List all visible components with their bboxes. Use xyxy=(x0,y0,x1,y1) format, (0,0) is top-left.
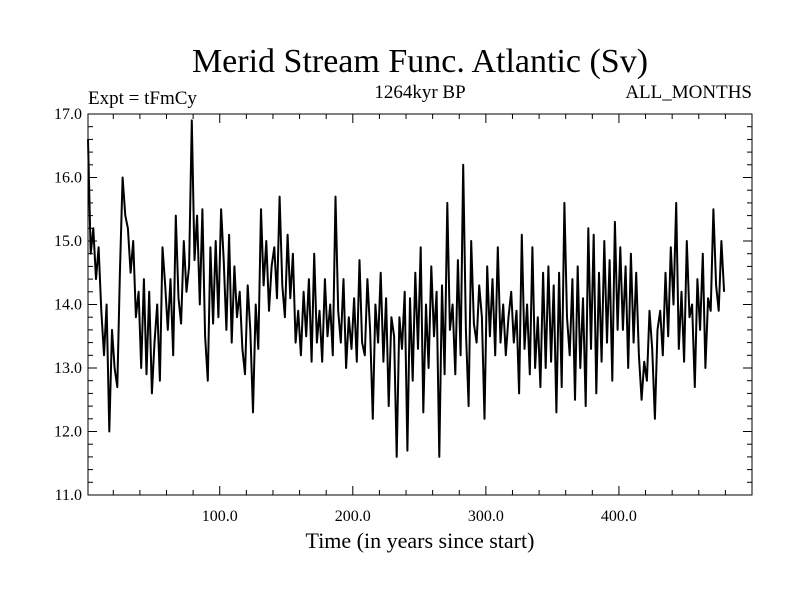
x-tick-label: 100.0 xyxy=(202,508,238,525)
x-axis-label: Time (in years since start) xyxy=(306,528,535,553)
y-tick-label: 16.0 xyxy=(54,170,82,187)
x-tick-label: 300.0 xyxy=(468,508,504,525)
y-tick-label: 14.0 xyxy=(54,297,82,314)
x-axis: 100.0 200.0 300.0 400.0 xyxy=(112,114,726,525)
series-line xyxy=(87,119,726,458)
y-tick-label: 12.0 xyxy=(54,424,82,441)
period-label: 1264kyr BP xyxy=(374,82,465,103)
y-tick-label: 13.0 xyxy=(54,360,82,377)
y-axis: 11.0 12.0 13.0 14.0 15.0 16.0 17.0 xyxy=(54,106,752,504)
y-tick-label: 15.0 xyxy=(54,233,82,250)
chart-title: Merid Stream Func. Atlantic (Sv) xyxy=(192,43,648,80)
y-tick-label: 17.0 xyxy=(54,106,82,123)
y-tick-label: 11.0 xyxy=(55,487,82,504)
x-tick-label: 400.0 xyxy=(601,508,637,525)
experiment-label: Expt = tFmCy xyxy=(88,88,197,109)
x-tick-label: 200.0 xyxy=(335,508,371,525)
months-label: ALL_MONTHS xyxy=(625,82,752,103)
